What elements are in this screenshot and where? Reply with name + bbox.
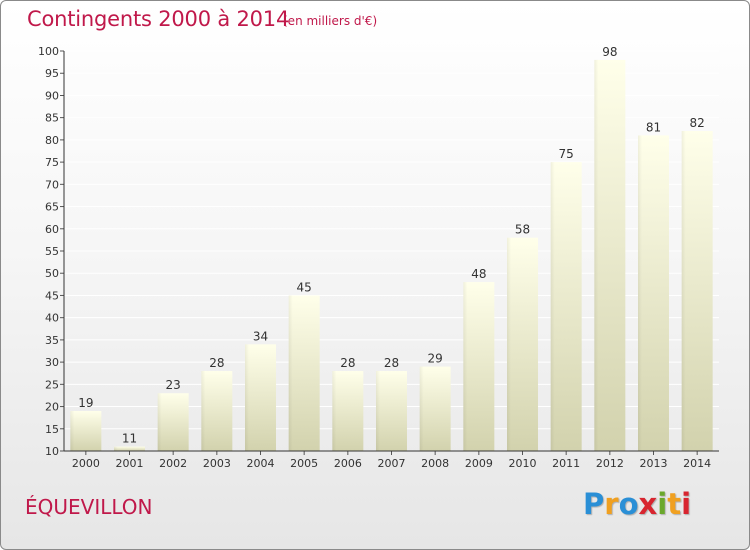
bar-2001 <box>114 446 145 451</box>
bar-2010 <box>507 237 538 451</box>
logo-letter: P <box>583 487 605 521</box>
bar-shade <box>463 282 468 451</box>
bar-value-label: 19 <box>78 396 93 410</box>
bar-2005 <box>288 295 320 451</box>
bar-value-label: 23 <box>166 378 181 392</box>
bar-shade <box>245 344 249 451</box>
bar-value-label: 11 <box>122 432 137 446</box>
x-tick-label: 2000 <box>72 457 100 470</box>
chart-subtitle: (en milliers d'€) <box>283 14 378 28</box>
bar-value-label: 58 <box>515 223 530 237</box>
bar-shade <box>114 446 118 451</box>
bar-value-label: 48 <box>471 267 486 281</box>
logo-letter: x <box>638 487 658 521</box>
x-tick-label: 2007 <box>378 457 406 470</box>
bar-value-label: 81 <box>646 120 661 134</box>
y-tick-label: 85 <box>45 112 59 125</box>
bar-shade <box>638 135 642 451</box>
y-tick-label: 25 <box>45 378 59 391</box>
y-tick-label: 50 <box>45 267 59 280</box>
y-tick-label: 35 <box>45 334 59 347</box>
y-tick-label: 10 <box>45 445 59 458</box>
bar-value-label: 28 <box>209 356 224 370</box>
y-tick-label: 90 <box>45 89 59 102</box>
bar-value-label: 29 <box>428 352 443 366</box>
y-tick-label: 65 <box>45 201 59 214</box>
bar-value-label: 28 <box>340 356 355 370</box>
bar-2000 <box>70 411 102 451</box>
bar-2009 <box>463 282 495 451</box>
y-tick-label: 75 <box>45 156 59 169</box>
bar-shade <box>681 131 686 451</box>
bar-shade <box>419 366 424 451</box>
bar-shade <box>550 162 555 451</box>
bar-shade <box>70 411 75 451</box>
x-tick-label: 2009 <box>465 457 493 470</box>
bar-shade <box>376 371 380 451</box>
x-tick-label: 2005 <box>290 457 318 470</box>
x-tick-label: 2011 <box>552 457 580 470</box>
bar-2012 <box>594 59 626 452</box>
bar-shade <box>201 371 206 451</box>
y-tick-label: 15 <box>45 423 59 436</box>
bar-2008 <box>419 366 451 451</box>
logo-letter: r <box>604 487 619 521</box>
x-tick-label: 2014 <box>683 457 711 470</box>
bar-shade <box>157 393 162 451</box>
bar-shade <box>594 59 599 452</box>
bar-2011 <box>550 162 582 451</box>
x-tick-label: 2001 <box>116 457 144 470</box>
bar-value-label: 28 <box>384 356 399 370</box>
axes: 10 15 20 25 30 35 40 45 50 55 60 65 70 75 80 85 90 95 100 2… <box>38 45 719 470</box>
y-tick-label: 70 <box>45 178 59 191</box>
commune-name: ÉQUEVILLON <box>25 495 153 519</box>
bar-2006 <box>332 371 364 451</box>
bar-shade <box>507 237 511 451</box>
bar-value-labels: 19 11 23 28 34 45 28 28 29 48 58 75 98 81 82 <box>78 45 705 446</box>
y-tick-label: 30 <box>45 356 59 369</box>
x-tick-label: 2002 <box>159 457 187 470</box>
proxiti-logo[interactable]: Proxiti <box>583 487 691 521</box>
x-tick-label: 2008 <box>421 457 449 470</box>
x-tick-label: 2012 <box>596 457 624 470</box>
y-tick-label: 95 <box>45 67 59 80</box>
bar-2002 <box>157 393 189 451</box>
bar-value-label: 45 <box>297 280 312 294</box>
x-tick-label: 2006 <box>334 457 362 470</box>
x-tick-label: 2003 <box>203 457 231 470</box>
bar-shade <box>332 371 337 451</box>
bar-shade <box>288 295 293 451</box>
y-tick-label: 60 <box>45 223 59 236</box>
x-tick-label: 2013 <box>640 457 668 470</box>
bar-2013 <box>638 135 669 451</box>
chart-title: Contingents 2000 à 2014 <box>27 7 290 31</box>
x-tick-label: 2010 <box>509 457 537 470</box>
y-tick-label: 40 <box>45 312 59 325</box>
bar-value-label: 75 <box>559 147 574 161</box>
logo-letter: i <box>657 487 668 521</box>
logo-letter: o <box>618 487 639 521</box>
bar-value-label: 82 <box>690 116 705 130</box>
bar-2003 <box>201 371 233 451</box>
bar-2007 <box>376 371 407 451</box>
y-tick-label: 80 <box>45 134 59 147</box>
bar-2004 <box>245 344 276 451</box>
y-tick-label: 100 <box>38 45 59 58</box>
logo-letter: i <box>681 487 692 521</box>
y-tick-label: 45 <box>45 289 59 302</box>
logo-letter: t <box>667 487 682 521</box>
y-tick-label: 20 <box>45 401 59 414</box>
x-tick-label: 2004 <box>247 457 275 470</box>
bar-value-label: 34 <box>253 329 268 343</box>
bar-value-label: 98 <box>602 45 617 59</box>
bar-2014 <box>681 131 713 451</box>
y-tick-label: 55 <box>45 245 59 258</box>
bars <box>70 59 713 452</box>
